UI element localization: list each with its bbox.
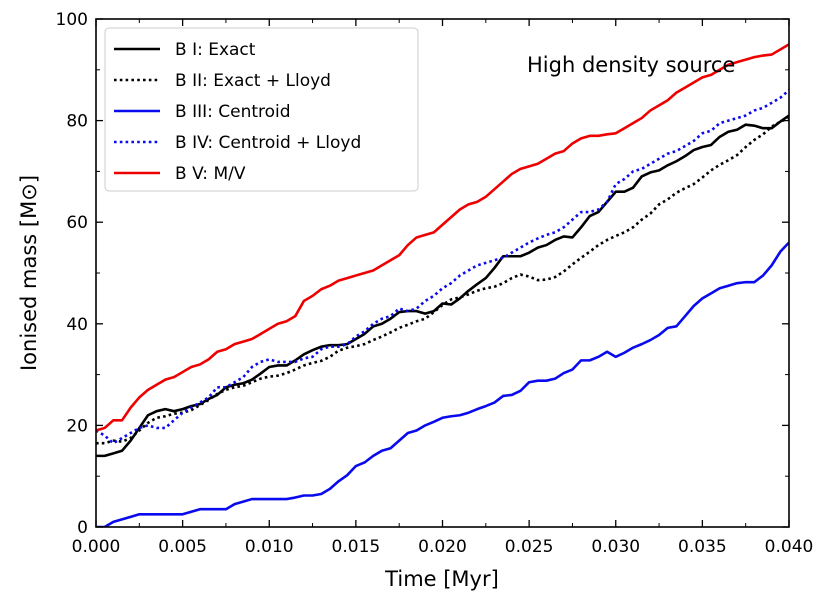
legend-label-b-iii-centroid: B III: Centroid — [175, 102, 291, 122]
annotation-text: High density source — [527, 53, 735, 77]
y-tick-label: 60 — [66, 213, 88, 233]
series-line-b-ii-exact-lloyd — [96, 116, 789, 445]
x-tick-label: 0.015 — [332, 537, 381, 557]
x-tick-label: 0.005 — [158, 537, 207, 557]
series-layer — [96, 43, 789, 527]
y-axis-label: Ionised mass [M⊙] — [17, 175, 41, 371]
legend: B I: Exact B II: Exact + Lloyd B III: Cent… — [104, 27, 419, 192]
x-tick-label: 0.035 — [678, 537, 727, 557]
x-axis-label: Time [Myr] — [384, 567, 499, 591]
legend-label-b-iv-centroid-lloyd: B IV: Centroid + Lloyd — [175, 133, 361, 153]
x-tick-label: 0.010 — [245, 537, 294, 557]
y-tick-label: 80 — [66, 112, 88, 132]
x-tick-label: 0.000 — [72, 537, 121, 557]
legend-label-b-ii-exact-lloyd: B II: Exact + Lloyd — [175, 71, 331, 91]
ticks-layer: 0.000 0.005 0.010 0.015 0.020 0.025 0.030 0.035… — [56, 10, 814, 557]
x-tick-label: 0.040 — [765, 537, 814, 557]
y-tick-label: 20 — [66, 416, 88, 436]
y-tick-label: 100 — [56, 10, 88, 30]
series-line-b-iii-centroid — [96, 241, 789, 527]
y-tick-label: 40 — [66, 315, 88, 335]
x-tick-label: 0.025 — [505, 537, 554, 557]
legend-label-b-i-exact: B I: Exact — [175, 40, 256, 60]
legend-label-b-v-m-v: B V: M/V — [175, 164, 246, 184]
x-tick-label: 0.020 — [418, 537, 467, 557]
x-tick-label: 0.030 — [591, 537, 640, 557]
series-line-b-iv-centroid-lloyd — [96, 89, 789, 445]
plot-frame — [95, 18, 790, 528]
y-tick-label: 0 — [77, 518, 88, 538]
series-line-b-v-m-v — [96, 43, 789, 432]
legend-box — [104, 27, 419, 192]
